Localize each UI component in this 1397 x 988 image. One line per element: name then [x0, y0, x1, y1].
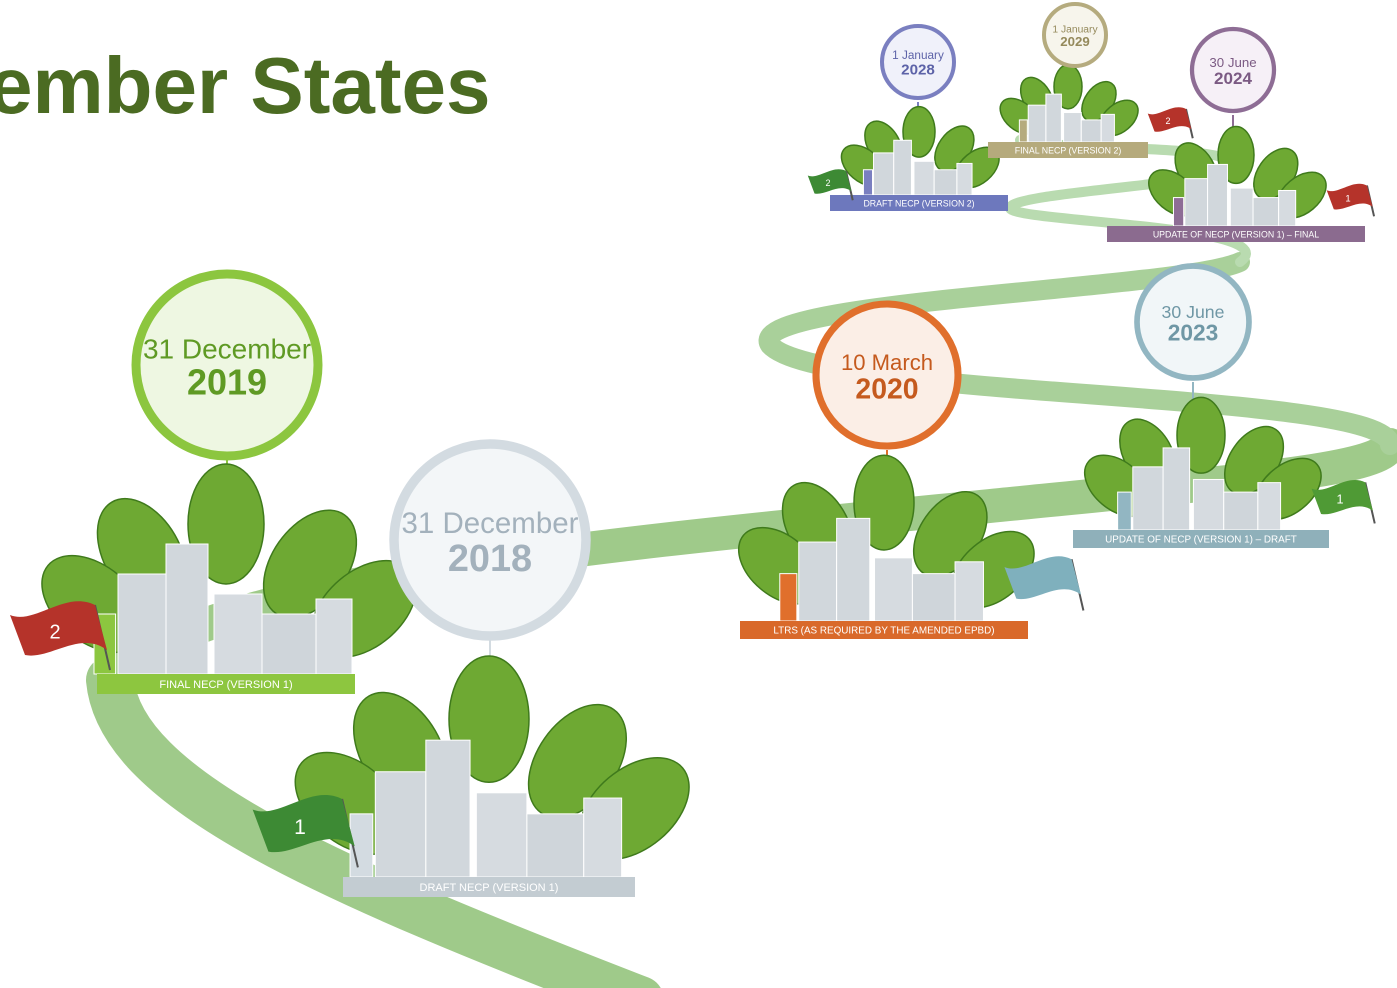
flag-number: 1 — [1345, 193, 1350, 204]
building — [214, 594, 262, 674]
building — [166, 544, 208, 674]
building — [1163, 448, 1190, 530]
building — [476, 793, 527, 877]
building — [1133, 467, 1163, 530]
milestone-label: LTRS (AS REQUIRED BY THE AMENDED EPBD) — [773, 626, 994, 637]
building — [780, 574, 797, 621]
date-year: 2023 — [1168, 320, 1219, 346]
building — [1101, 114, 1114, 142]
milestone-label: UPDATE OF NECP (VERSION 1) – DRAFT — [1105, 535, 1297, 546]
building — [1081, 120, 1101, 142]
building — [118, 574, 166, 674]
date-year: 2029 — [1060, 34, 1089, 49]
date-day: 31 December — [402, 507, 579, 540]
building — [1173, 198, 1183, 226]
building — [426, 740, 470, 877]
building — [1230, 188, 1253, 226]
milestone-label: FINAL NECP (VERSION 1) — [159, 679, 292, 691]
flag-number: 1 — [294, 816, 306, 839]
building — [1185, 179, 1208, 226]
milestone: UPDATE OF NECP (VERSION 1) – FINAL 30 Jun… — [1107, 29, 1374, 242]
building — [1046, 94, 1061, 142]
date-day: 10 March — [841, 350, 933, 375]
timeline: ember States FINAL NECP (VERSION 1) 31 De… — [0, 0, 1397, 988]
building — [316, 599, 352, 674]
milestone-label: DRAFT NECP (VERSION 2) — [863, 198, 974, 208]
milestone-label: FINAL NECP (VERSION 2) — [1015, 145, 1122, 155]
page-title: ember States — [0, 41, 490, 130]
flag-number: 2 — [825, 178, 830, 188]
flag-number: 2 — [1165, 116, 1170, 126]
milestone-label: UPDATE OF NECP (VERSION 1) – FINAL — [1153, 229, 1319, 239]
building — [1064, 113, 1082, 142]
flag-number: 1 — [1336, 492, 1343, 506]
date-year: 2020 — [855, 373, 918, 405]
milestone-label: DRAFT NECP (VERSION 1) — [420, 882, 559, 894]
building — [894, 140, 912, 195]
building — [584, 798, 622, 877]
building — [799, 542, 837, 621]
date-day: 30 June — [1209, 55, 1256, 70]
building — [874, 153, 894, 195]
building — [375, 772, 426, 877]
building — [863, 170, 872, 195]
building — [1279, 190, 1296, 226]
flag-number: 2 — [49, 621, 60, 643]
building — [955, 562, 983, 621]
building — [912, 574, 955, 621]
building — [875, 558, 913, 621]
building — [1193, 479, 1223, 530]
building — [1208, 164, 1228, 226]
building — [1019, 120, 1027, 142]
building — [1118, 492, 1132, 530]
building — [1224, 492, 1258, 530]
milestones: FINAL NECP (VERSION 1)31 December20192DR… — [10, 4, 1375, 897]
building — [957, 163, 972, 195]
building — [1258, 483, 1281, 530]
building — [1253, 198, 1279, 226]
date-day: 31 December — [143, 333, 311, 364]
building — [934, 170, 957, 195]
building — [1028, 105, 1046, 142]
date-year: 2028 — [901, 61, 935, 78]
building — [527, 814, 584, 877]
building — [837, 518, 870, 621]
date-year: 2024 — [1214, 69, 1252, 88]
date-day: 1 January — [892, 49, 944, 62]
building — [262, 614, 316, 674]
date-year: 2019 — [187, 362, 267, 403]
date-year: 2018 — [448, 538, 532, 580]
building — [914, 161, 934, 195]
